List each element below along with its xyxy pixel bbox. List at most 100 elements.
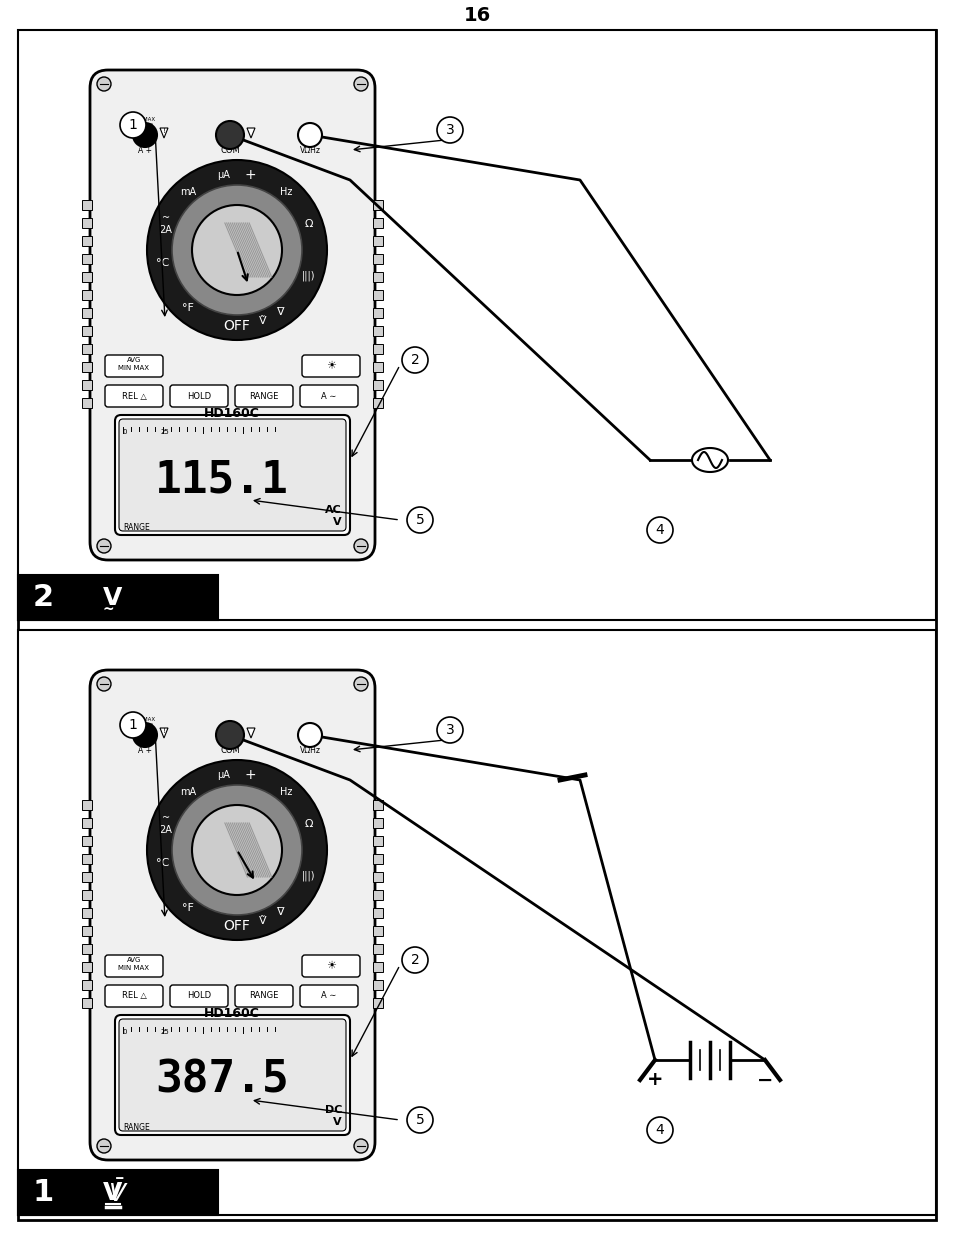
- FancyBboxPatch shape: [302, 355, 359, 377]
- Text: °C: °C: [155, 258, 169, 268]
- Text: ☀: ☀: [326, 361, 335, 371]
- FancyBboxPatch shape: [115, 1015, 350, 1135]
- Text: V: V: [333, 517, 341, 527]
- Text: DC: DC: [324, 1106, 341, 1116]
- Text: AVG: AVG: [127, 957, 141, 962]
- Circle shape: [97, 539, 111, 553]
- Bar: [373, 890, 382, 900]
- Circle shape: [215, 721, 244, 749]
- Text: Temp
VΩHz: Temp VΩHz: [299, 736, 320, 754]
- Text: V: V: [333, 1117, 341, 1127]
- Text: 0: 0: [123, 1030, 127, 1035]
- Text: 2: 2: [410, 952, 419, 967]
- Bar: [82, 218, 91, 228]
- Bar: [82, 271, 91, 283]
- Text: 2: 2: [410, 354, 419, 367]
- FancyBboxPatch shape: [302, 955, 359, 977]
- Text: AC: AC: [325, 505, 341, 515]
- Text: RANGE: RANGE: [249, 391, 278, 401]
- Bar: [82, 890, 91, 900]
- Bar: [82, 380, 91, 390]
- Text: COM: COM: [220, 146, 239, 154]
- Circle shape: [132, 123, 157, 147]
- Bar: [82, 344, 91, 354]
- Text: 1: 1: [32, 1179, 53, 1208]
- Text: °F: °F: [182, 304, 193, 314]
- Text: +: +: [646, 1071, 662, 1089]
- Text: ~
2A: ~ 2A: [159, 213, 172, 235]
- Circle shape: [147, 161, 327, 340]
- Text: °F: °F: [182, 903, 193, 914]
- Text: µA: µA: [217, 171, 230, 181]
- Bar: [373, 200, 382, 210]
- Text: HOLD: HOLD: [187, 391, 211, 401]
- Circle shape: [172, 186, 302, 315]
- Polygon shape: [160, 128, 168, 138]
- Text: ~
2A: ~ 2A: [159, 813, 172, 835]
- Text: !: !: [162, 128, 165, 134]
- FancyBboxPatch shape: [299, 385, 357, 407]
- Text: 3: 3: [445, 123, 454, 137]
- Text: 16: 16: [463, 5, 490, 25]
- Text: 3: 3: [445, 723, 454, 737]
- Text: OFF: OFF: [223, 919, 251, 933]
- Text: HD160C: HD160C: [204, 1007, 259, 1020]
- Bar: [373, 962, 382, 972]
- Text: Ω: Ω: [304, 819, 313, 829]
- Bar: [82, 801, 91, 810]
- Text: RANGE: RANGE: [123, 1123, 150, 1132]
- Circle shape: [436, 117, 462, 143]
- Text: Temp
VΩHz: Temp VΩHz: [299, 136, 320, 154]
- Circle shape: [97, 77, 111, 91]
- Bar: [82, 980, 91, 990]
- Circle shape: [172, 786, 302, 915]
- Circle shape: [354, 1139, 368, 1153]
- Text: A ∼: A ∼: [321, 991, 336, 1001]
- Circle shape: [132, 723, 157, 747]
- Bar: [18, 575, 218, 620]
- Text: +: +: [244, 168, 255, 182]
- Bar: [373, 944, 382, 954]
- FancyBboxPatch shape: [105, 385, 163, 407]
- Circle shape: [297, 723, 322, 747]
- Bar: [82, 237, 91, 247]
- Bar: [82, 200, 91, 210]
- Text: A ∼: A ∼: [321, 391, 336, 401]
- Text: RANGE: RANGE: [123, 523, 150, 532]
- Circle shape: [354, 77, 368, 91]
- Text: −: −: [756, 1071, 772, 1089]
- Text: !: !: [162, 728, 165, 735]
- Text: 2A MAX
FUSED: 2A MAX FUSED: [134, 117, 155, 128]
- Text: 2: 2: [32, 584, 53, 613]
- Circle shape: [354, 677, 368, 691]
- Text: 1: 1: [129, 718, 137, 732]
- Circle shape: [120, 112, 146, 138]
- Bar: [18, 30, 935, 620]
- Text: Ṽ: Ṽ: [259, 916, 267, 926]
- Text: +: +: [244, 768, 255, 782]
- Text: 0: 0: [123, 430, 127, 435]
- Text: |||): |||): [301, 270, 314, 281]
- FancyBboxPatch shape: [105, 985, 163, 1007]
- Text: 25: 25: [160, 430, 170, 435]
- Bar: [373, 872, 382, 881]
- FancyBboxPatch shape: [299, 985, 357, 1007]
- Bar: [373, 362, 382, 372]
- Text: V: V: [103, 1182, 123, 1205]
- Circle shape: [401, 947, 428, 974]
- FancyBboxPatch shape: [234, 385, 293, 407]
- Bar: [373, 237, 382, 247]
- Bar: [373, 218, 382, 228]
- Text: 25: 25: [160, 1030, 170, 1035]
- Text: 1: 1: [129, 118, 137, 132]
- Bar: [82, 818, 91, 828]
- Text: µA: µA: [217, 771, 230, 781]
- Circle shape: [646, 1117, 672, 1143]
- Text: ☀: ☀: [326, 961, 335, 971]
- Bar: [18, 630, 935, 1215]
- Bar: [82, 290, 91, 300]
- Text: A +: A +: [138, 746, 152, 754]
- Bar: [373, 398, 382, 408]
- Circle shape: [192, 205, 282, 295]
- Text: COM: COM: [220, 746, 239, 754]
